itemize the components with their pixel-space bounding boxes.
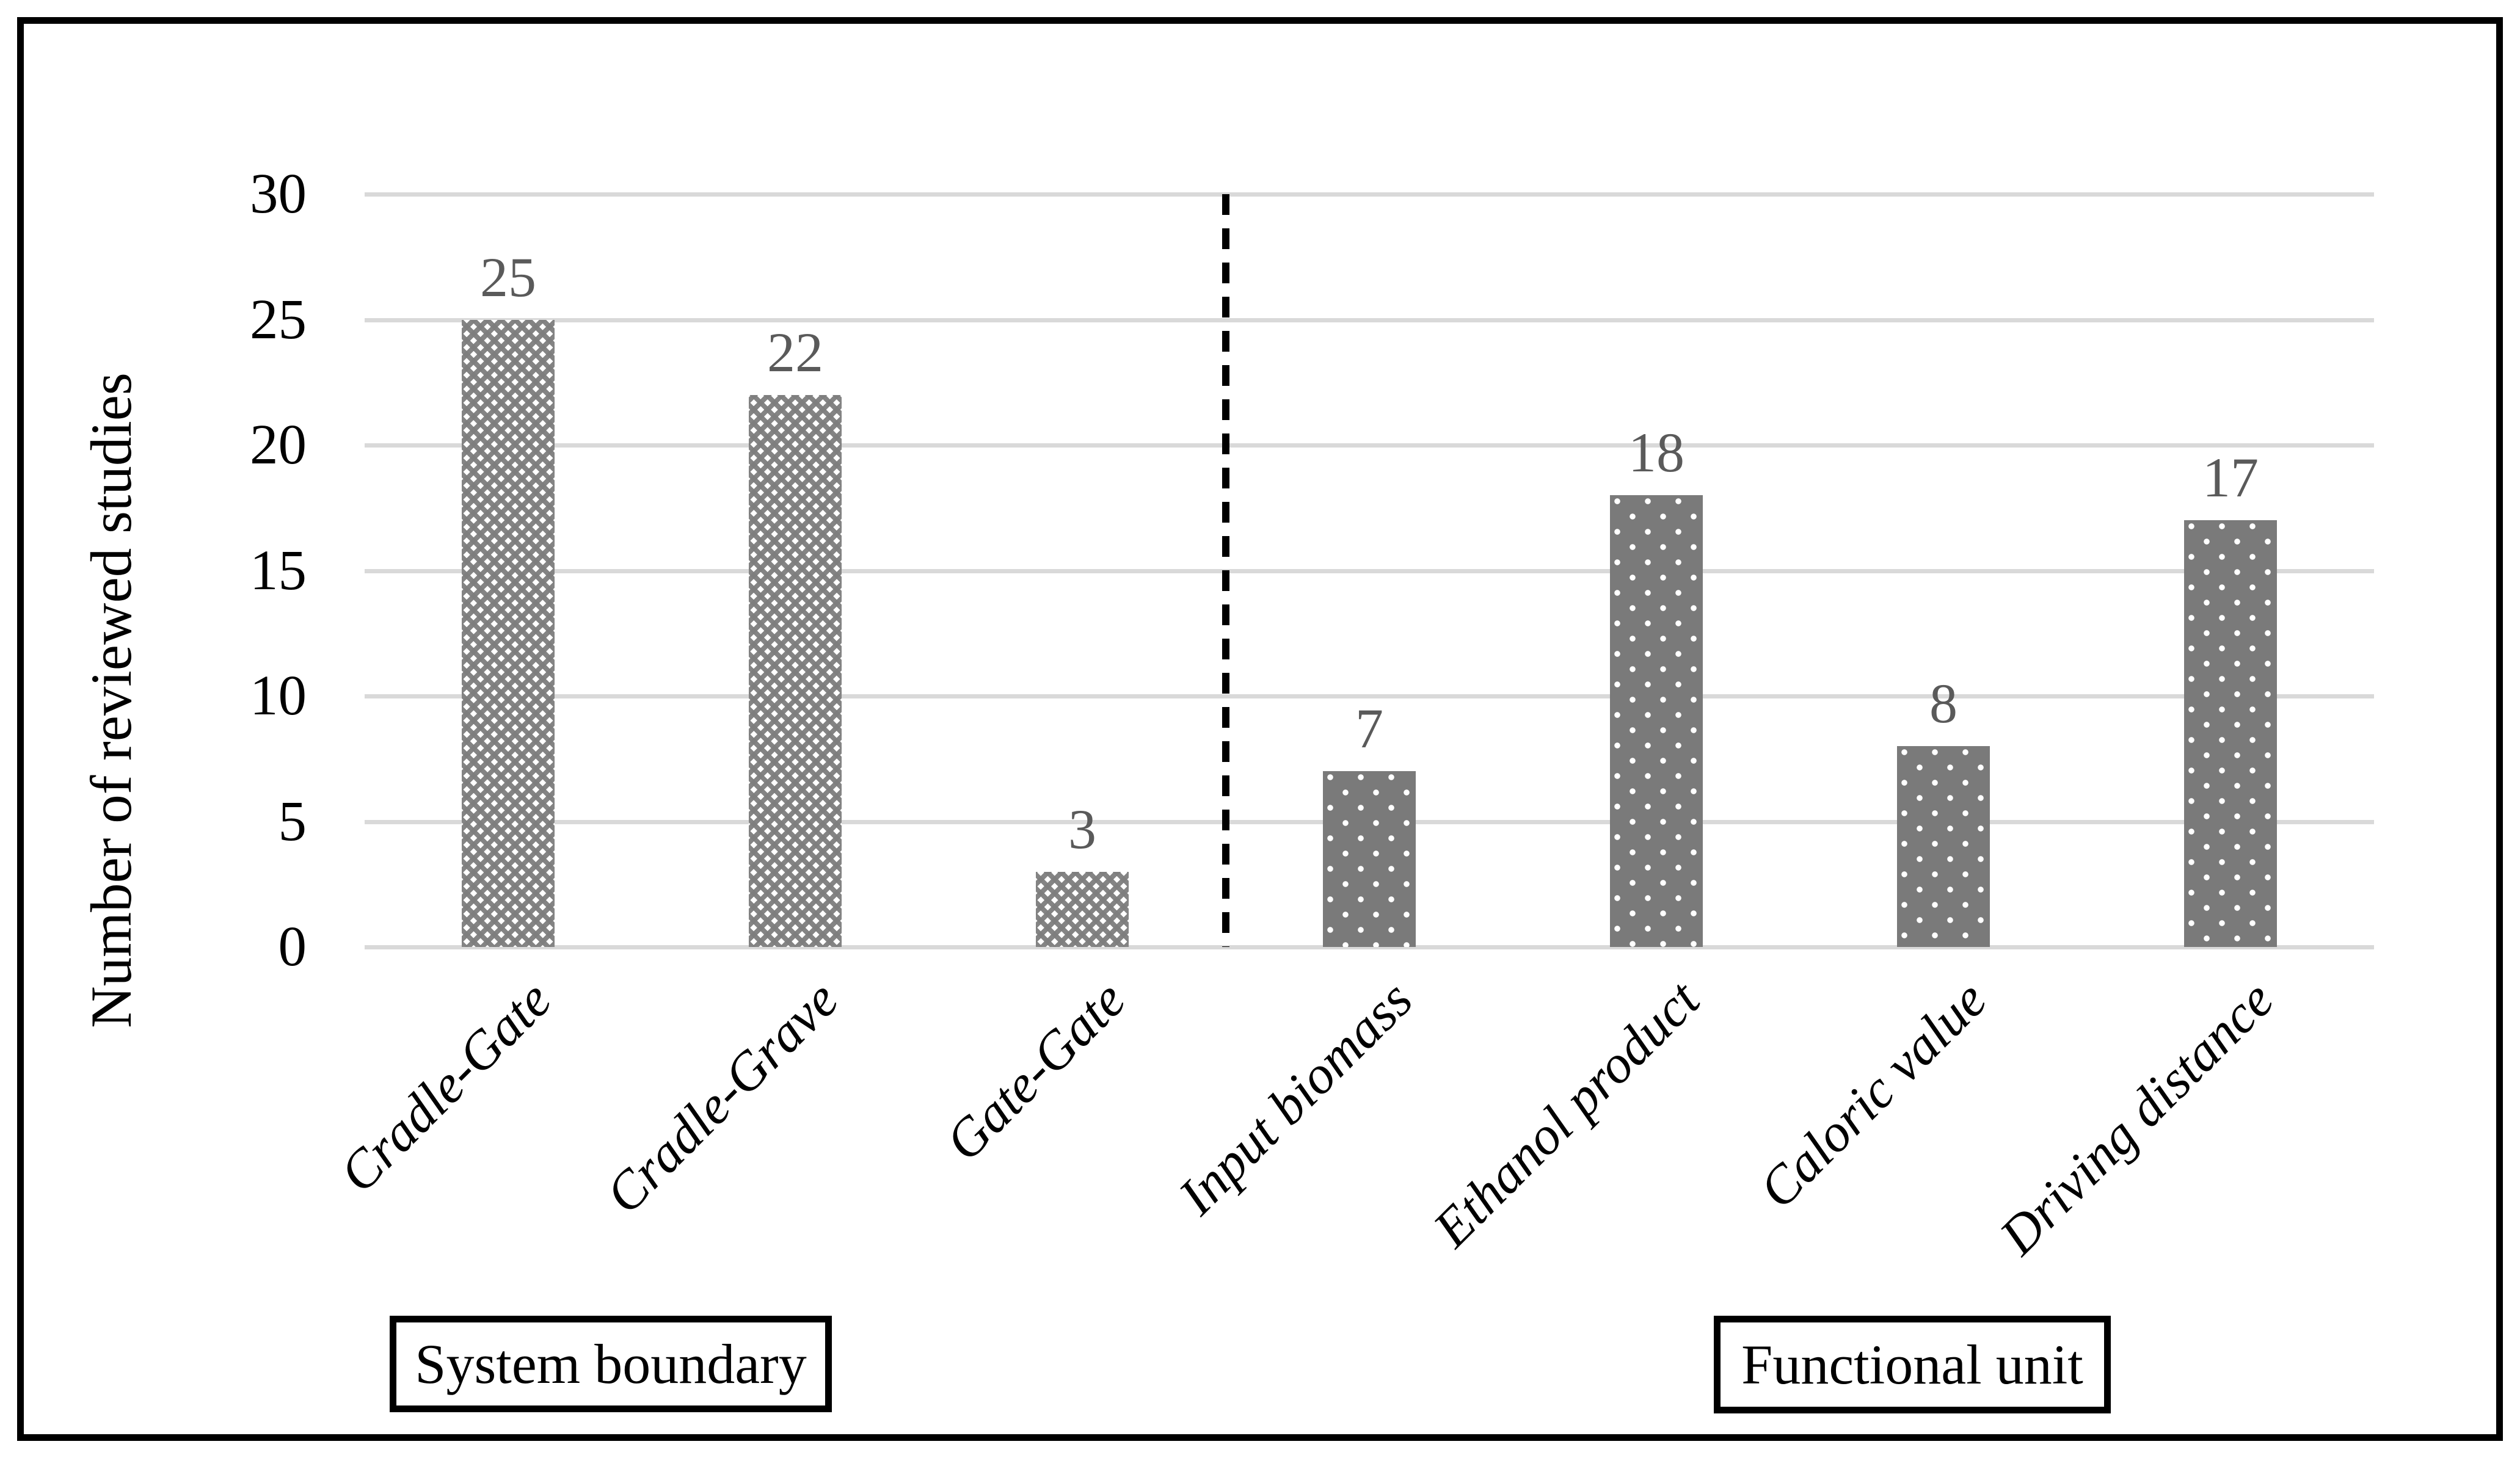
group-box-functional-unit-label: Functional unit bbox=[1741, 1333, 2083, 1396]
group-box-system-boundary: System boundary bbox=[390, 1316, 832, 1412]
group-divider-dashed-line bbox=[1222, 194, 1229, 947]
bar-input-biomass bbox=[1323, 771, 1416, 947]
gridline-y-15 bbox=[365, 568, 2374, 573]
gridline-y-10 bbox=[365, 694, 2374, 698]
y-tick-label-5: 5 bbox=[278, 789, 307, 853]
y-tick-label-20: 20 bbox=[250, 413, 307, 476]
value-label-input-biomass: 7 bbox=[1355, 697, 1383, 760]
chart-outer-border bbox=[17, 17, 2503, 1441]
gridline-y-0 bbox=[365, 945, 2374, 949]
gridline-y-30 bbox=[365, 192, 2374, 197]
value-label-driving-distance: 17 bbox=[2202, 446, 2259, 509]
y-tick-label-10: 10 bbox=[250, 664, 307, 727]
value-label-ethanol-product: 18 bbox=[1628, 421, 1684, 484]
value-label-gate-gate: 3 bbox=[1068, 797, 1096, 860]
bar-cradle-gate bbox=[462, 319, 555, 947]
y-tick-label-0: 0 bbox=[278, 915, 307, 978]
value-label-caloric-value: 8 bbox=[1929, 672, 1957, 735]
y-tick-label-15: 15 bbox=[250, 539, 307, 602]
gridline-y-20 bbox=[365, 443, 2374, 448]
bar-driving-distance bbox=[2184, 520, 2277, 947]
bar-ethanol-product bbox=[1610, 495, 1703, 947]
value-label-cradle-gate: 25 bbox=[480, 245, 536, 308]
group-box-system-boundary-label: System boundary bbox=[415, 1333, 807, 1395]
value-label-cradle-grave: 22 bbox=[767, 321, 823, 383]
bar-caloric-value bbox=[1897, 746, 1990, 947]
bar-cradle-grave bbox=[749, 394, 842, 947]
gridline-y-25 bbox=[365, 317, 2374, 322]
y-tick-label-30: 30 bbox=[250, 162, 307, 225]
bar-gate-gate bbox=[1036, 871, 1129, 947]
group-box-functional-unit: Functional unit bbox=[1714, 1316, 2111, 1413]
y-tick-label-25: 25 bbox=[250, 288, 307, 351]
